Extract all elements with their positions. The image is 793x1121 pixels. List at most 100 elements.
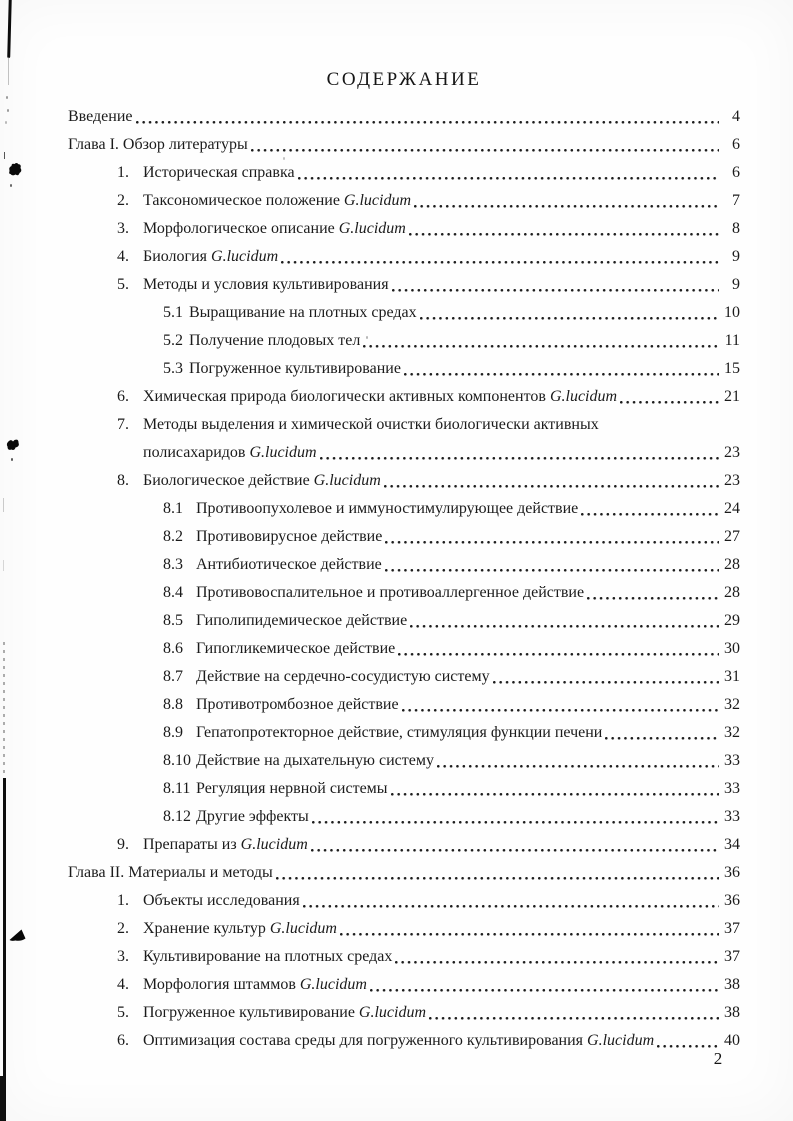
toc-entry-page: 15 [724,360,740,377]
dot-leader [581,513,719,516]
scan-dashed-edge-line [3,642,5,778]
toc-entry: 8.2 Противовирусное действие 27 [68,523,740,551]
toc-entry: 4. Морфология штаммов G.lucidum 38 [68,971,740,999]
toc-entry-title: Введение [68,108,133,125]
dot-leader [310,849,719,852]
toc-entry: 6. Оптимизация состава среды для погружен… [68,1027,740,1055]
toc-entry-number: 8.11 [163,780,191,797]
toc-entry: 4. Биология G.lucidum 9 [68,243,740,271]
dot-leader [398,653,719,656]
toc-entry: 8.11 Регуляция нервной системы 33 [68,775,740,803]
toc-entry-number: 8.4 [163,584,183,601]
toc-entry-title: Противовирусное действие [196,528,383,545]
toc-entry-number: 6. [117,1032,129,1049]
dot-leader [587,597,719,600]
dot-leader [391,289,719,292]
toc-entry-page: 33 [724,808,740,825]
toc-entry-page: 23 [724,472,740,489]
toc-entry-page: 32 [724,724,740,741]
toc-entry: 9. Препараты из G.lucidum 34 [68,831,740,859]
toc-entry-page: 6 [732,136,740,153]
toc-entry-number: 8.6 [163,640,183,657]
scan-pen-stroke [7,0,12,59]
toc-entry-number: 1. [117,892,129,909]
toc-entry: Введение 4 [68,103,740,131]
toc-entry-title: Противовоспалительное и противоаллергенн… [196,584,585,601]
toc-entry-number: 8.8 [163,696,183,713]
dot-leader [401,709,719,712]
toc-entry: 3. Культивирование на плотных средах 37 [68,943,740,971]
toc-entry-title: Получение плодовых тел [189,332,361,349]
toc-entry-title: Антибиотическое действие [196,556,382,573]
toc-entry-title: Другие эффекты [196,808,309,825]
toc-entry-title: Историческая справка [143,164,295,181]
toc-entry-title: Погруженное культивирование [189,360,401,377]
toc-entry-title: Противоопухолевое и иммуностимулирующее … [196,500,579,517]
toc-entry-title: Гепатопротекторное действие, стимуляция … [196,724,603,741]
toc-entry: 1. Объекты исследования 36 [68,887,740,915]
dot-leader [319,457,719,460]
toc-entry-title: Биологическое действие G.lucidum [143,472,381,489]
toc-entry: 8.10 Действие на дыхательную систему 33 [68,747,740,775]
scan-pen-stroke-tail [8,57,9,85]
toc-entry-page: 36 [724,892,740,909]
toc-entry-page: 31 [724,668,740,685]
scan-tick-mark [4,152,5,159]
toc-entry-number: 2. [117,920,129,937]
toc-entry-page: 37 [724,948,740,965]
toc-entry: 8. Биологическое действие G.lucidum 23 [68,467,740,495]
toc-entry-page: 32 [724,696,740,713]
toc-entry-number: 8.9 [163,724,183,741]
toc-entry-page: 4 [732,108,740,125]
toc-entry: 8.5 Гиполипидемическое действие 29 [68,607,740,635]
toc-entry-number: 5. [117,1004,129,1021]
page-number: 2 [713,1049,723,1068]
toc-entry-title: Гиполипидемическое действие [196,612,408,629]
dot-leader [275,877,719,880]
toc-entry-page: 10 [724,304,740,321]
toc-entry-number: 5.2 [163,332,183,349]
dot-leader [657,1045,719,1048]
toc-entry: 5. Погруженное культивирование G.lucidum 3… [68,999,740,1027]
scan-speck [5,121,7,124]
toc-entry-number: 8.10 [163,752,191,769]
dot-leader [302,905,719,908]
toc-entry-number: 2. [117,192,129,209]
dot-leader [297,177,719,180]
toc-entry: 8.12 Другие эффекты 33 [68,803,740,831]
toc-entry-number: 8.1 [163,500,183,517]
toc-entry-page: 27 [724,528,740,545]
toc-entry-page: 23 [724,444,740,461]
dot-leader [250,149,719,152]
toc-entry: полисахаридов G.lucidum 23 [68,439,740,467]
dot-leader [339,933,719,936]
toc-entry-page: 24 [724,500,740,517]
toc-entry-number: 3. [117,220,129,237]
toc-entry: 8.8 Противотромбозное действие 32 [68,691,740,719]
toc-entry-title: Противотромбозное действие [196,696,399,713]
toc-entry-page: 28 [724,584,740,601]
toc-entry-page: 38 [724,1004,740,1021]
dot-leader [419,317,719,320]
dot-leader [383,485,719,488]
toc-entry-number: 3. [117,948,129,965]
toc-entry: 3. Морфологическое описание G.lucidum 8 [68,215,740,243]
ink-blob-icon [9,163,22,176]
scan-dash-mark [3,498,4,512]
toc-entry-page: 38 [724,976,740,993]
toc-entry-page: 8 [732,220,740,237]
toc-entry-title: Методы выделения и химической очистки би… [143,416,599,433]
toc-entry-page: 34 [724,836,740,853]
scan-binding-corner [0,1076,5,1121]
toc-entry-title: Культивирование на плотных средах [143,948,393,965]
toc-entry-title: Глава I. Обзор литературы [68,136,248,153]
toc-entry: 5. Методы и условия культивирования 9 [68,271,740,299]
toc-entry-number: 8.5 [163,612,183,629]
toc-entry-page: 29 [724,612,740,629]
toc-entry: 8.1 Противоопухолевое и иммуностимулирующ… [68,495,740,523]
dot-leader [429,1017,719,1020]
toc-entry-page: 21 [724,388,740,405]
toc-entry-number: 5.1 [163,304,183,321]
toc-entry-title: Выращивание на плотных средах [189,304,417,321]
toc-entry-page: 9 [732,248,740,265]
